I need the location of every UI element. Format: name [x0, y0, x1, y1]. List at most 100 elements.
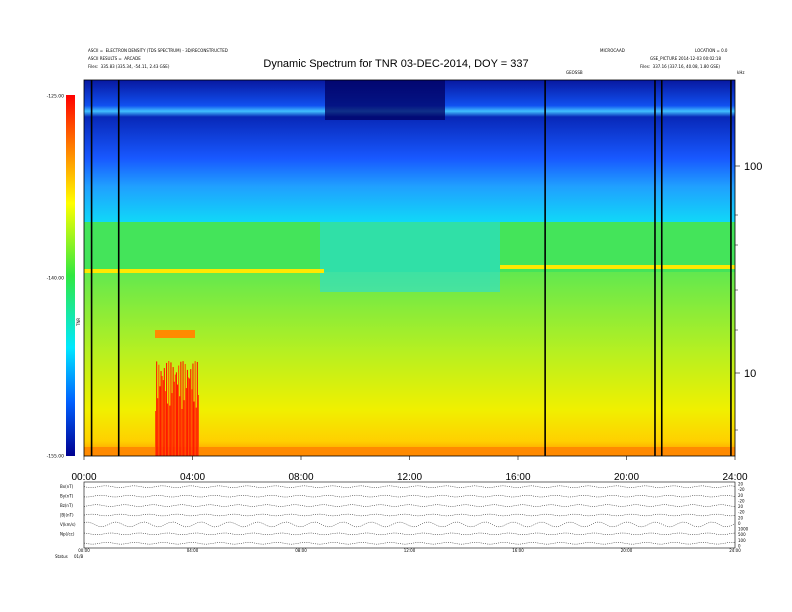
panel-right-tick: 20: [738, 493, 744, 498]
burst-spike: [162, 380, 164, 456]
burst-spike: [171, 393, 173, 456]
burst-spike: [180, 361, 182, 456]
burst-spike: [183, 400, 185, 456]
time-tick-label: 20:00: [614, 472, 639, 483]
header-right-line1: MICROCAAD: [600, 48, 625, 53]
panel-right-tick: 100: [738, 538, 746, 543]
burst-spike: [172, 367, 174, 456]
burst-spike: [188, 377, 190, 456]
panel-series: [83, 504, 736, 507]
panel-frame: [83, 481, 736, 549]
burst-spike: [157, 398, 159, 456]
burst-spike: [155, 411, 157, 456]
time-tick-label: 16:00: [505, 472, 530, 483]
burst-spike: [161, 376, 163, 456]
burst-spike: [167, 403, 169, 456]
burst-spike: [173, 381, 175, 456]
panel-right-tick: 20: [738, 504, 744, 509]
panel-row-label: |B|(nT): [60, 513, 74, 518]
time-tick-label: 24:00: [722, 472, 747, 483]
panel-time-label: 12:00: [404, 548, 416, 553]
data-gap-lines: [90, 80, 732, 456]
header-left-line3: Files: 335.83 (335.34, -54.11, 2.43 GSE): [88, 64, 170, 69]
burst-spike: [174, 374, 176, 456]
panel-series: [83, 494, 736, 498]
panel-row-label: Np(/cc): [60, 531, 75, 536]
panel-right-tick: 1000: [738, 527, 749, 532]
spectrum-dark-patch: [325, 80, 445, 120]
burst-spike: [170, 362, 172, 456]
time-tick-label: 04:00: [180, 472, 205, 483]
burst-spike: [191, 389, 193, 456]
panel-footer-value: 01/B: [74, 554, 83, 559]
burst-spike: [178, 365, 180, 456]
chart-title: Dynamic Spectrum for TNR 03-DEC-2014, DO…: [263, 58, 529, 70]
colorbar-tick-label: -155.00: [47, 454, 65, 460]
burst-spike: [163, 368, 165, 456]
time-tick-label: 12:00: [397, 472, 422, 483]
burst-spike: [182, 361, 184, 456]
burst-spike: [196, 361, 198, 456]
parameter-panels: Bx(nT) By(nT) Bz(nT) |B|(nT) V(km/s) Np(/cc) 2…: [55, 482, 749, 560]
plasma-line-late: [500, 265, 735, 269]
panel-footer-label: Status: [55, 554, 68, 559]
header-right-line2: LOCATION = 0.0: [695, 48, 728, 53]
time-tick-label: 00:00: [71, 472, 96, 483]
burst-spike: [192, 363, 194, 456]
burst-spike: [175, 372, 177, 456]
header-right-line4: Files: 337.16 (337.16, 40.08, 1.80 GSE): [640, 64, 720, 69]
plasma-line: [84, 269, 324, 273]
burst-spike: [197, 394, 199, 456]
panel-row-label: Bx(nT): [60, 484, 74, 489]
spectrogram-area: [83, 79, 736, 457]
axis-corner-label: kHz: [737, 70, 745, 75]
colorbar-tick-label: -140.00: [47, 276, 65, 282]
burst-spike: [184, 363, 186, 456]
burst-spike: [194, 361, 196, 456]
burst-spike: [193, 401, 195, 456]
panel-right-tick: -20: [738, 510, 745, 515]
burst-spike: [156, 361, 158, 456]
colorbar-label: TNR: [76, 318, 81, 327]
colorbar: [66, 95, 75, 456]
colorbar-tick-label: -125.00: [47, 94, 65, 100]
freq-tick-label: 10: [744, 368, 756, 380]
panel-series: [83, 513, 736, 517]
colorbar-ticks: -125.00 -140.00 -155.00: [47, 94, 65, 460]
panel-right-tick: 20: [738, 515, 744, 520]
time-tick-label: 08:00: [288, 472, 313, 483]
panel-right-tick: 20: [738, 482, 744, 487]
panel-time-label: 04:00: [187, 548, 199, 553]
burst-spike: [190, 369, 192, 456]
panel-right-tick: 0: [738, 544, 741, 549]
burst-spike: [164, 391, 166, 456]
header-right-line3: GSE_PICTURE 2014-12-03 00:02:18: [650, 56, 721, 61]
freq-tick-label: 100: [744, 161, 762, 173]
time-axis: 00:00 04:00 08:00 12:00 16:00 20:00 24:00: [71, 456, 748, 483]
panel-time-label: 20:00: [621, 548, 633, 553]
panel-right-tick: -20: [738, 487, 745, 492]
burst-top: [155, 330, 195, 338]
panel-time-label: 16:00: [512, 548, 524, 553]
burst-spike: [169, 405, 171, 456]
spectrum-red-base: [84, 447, 735, 456]
panel-time-label: 08:00: [295, 548, 307, 553]
burst-spike: [158, 364, 160, 456]
radio-burst: [155, 330, 199, 456]
burst-spike: [166, 362, 168, 456]
header-left-line2: ASCII RESULTS = ARCADE: [88, 56, 141, 61]
panel-time-label: 24:00: [729, 548, 741, 553]
panel-series: [83, 542, 736, 545]
burst-spike: [159, 386, 161, 456]
panel-series: [83, 521, 736, 528]
panel-row-label: Bz(nT): [60, 503, 73, 508]
burst-spike: [177, 384, 179, 456]
burst-spike: [181, 408, 183, 456]
panel-right-tick: -20: [738, 498, 745, 503]
burst-spike: [179, 396, 181, 456]
panel-right-tick: 0: [738, 521, 741, 526]
burst-spike: [160, 371, 162, 456]
panel-row-label: V(km/s): [60, 522, 76, 527]
panel-row-label: By(nT): [60, 494, 74, 499]
burst-spike: [186, 369, 188, 456]
